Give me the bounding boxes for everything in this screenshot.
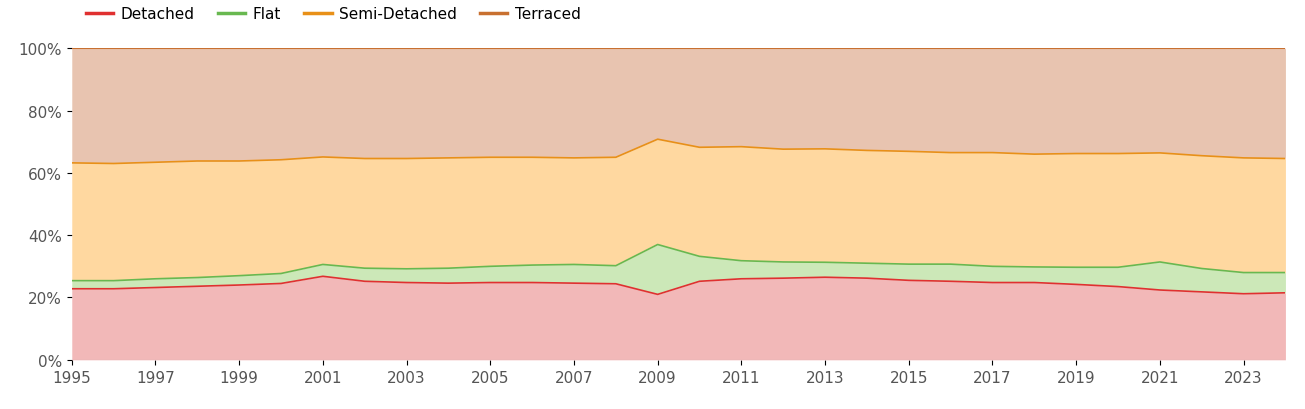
Legend: Detached, Flat, Semi-Detached, Terraced: Detached, Flat, Semi-Detached, Terraced — [80, 1, 587, 28]
